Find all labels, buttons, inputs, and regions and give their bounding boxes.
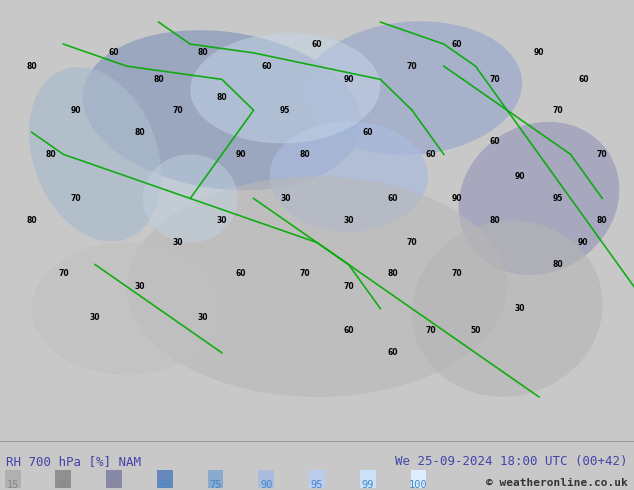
Text: 70: 70 — [451, 269, 462, 278]
Text: 70: 70 — [407, 62, 417, 71]
FancyBboxPatch shape — [208, 470, 224, 488]
Text: 60: 60 — [363, 128, 373, 137]
Text: 95: 95 — [553, 194, 563, 203]
Text: 80: 80 — [153, 75, 164, 84]
Text: 15: 15 — [6, 480, 19, 490]
Text: 90: 90 — [236, 150, 246, 159]
Text: 80: 80 — [46, 150, 56, 159]
Text: 60: 60 — [158, 480, 171, 490]
Text: 80: 80 — [217, 93, 227, 101]
Text: 30: 30 — [344, 216, 354, 225]
Text: 80: 80 — [597, 216, 607, 225]
Text: 90: 90 — [515, 172, 525, 181]
Ellipse shape — [190, 33, 380, 144]
FancyBboxPatch shape — [309, 470, 325, 488]
Text: 90: 90 — [578, 238, 588, 247]
Text: 30: 30 — [134, 282, 145, 291]
Text: 70: 70 — [71, 194, 81, 203]
Text: 70: 70 — [553, 106, 563, 115]
Text: 80: 80 — [134, 128, 145, 137]
Text: 70: 70 — [299, 269, 309, 278]
Text: 60: 60 — [312, 40, 322, 49]
Text: 60: 60 — [236, 269, 246, 278]
Text: 30: 30 — [172, 238, 183, 247]
Text: 80: 80 — [198, 49, 208, 57]
FancyBboxPatch shape — [5, 470, 20, 488]
Text: 60: 60 — [426, 150, 436, 159]
Text: 60: 60 — [578, 75, 588, 84]
Text: RH 700 hPa [%] NAM: RH 700 hPa [%] NAM — [6, 455, 141, 468]
Text: 80: 80 — [553, 260, 563, 269]
Text: 45: 45 — [108, 480, 120, 490]
Text: 60: 60 — [261, 62, 271, 71]
FancyBboxPatch shape — [411, 470, 427, 488]
Ellipse shape — [32, 243, 222, 375]
Text: 70: 70 — [597, 150, 607, 159]
Text: 70: 70 — [58, 269, 68, 278]
Text: 90: 90 — [451, 194, 462, 203]
Ellipse shape — [269, 122, 428, 232]
Text: 30: 30 — [515, 304, 525, 313]
Text: 70: 70 — [344, 282, 354, 291]
Text: 60: 60 — [388, 348, 398, 357]
Ellipse shape — [412, 220, 602, 397]
Text: 100: 100 — [409, 480, 428, 490]
Text: 50: 50 — [470, 326, 481, 335]
Text: 30: 30 — [217, 216, 227, 225]
Text: 95: 95 — [280, 106, 290, 115]
Text: 80: 80 — [27, 62, 37, 71]
Text: We 25-09-2024 18:00 UTC (00+42): We 25-09-2024 18:00 UTC (00+42) — [395, 455, 628, 468]
Ellipse shape — [29, 67, 161, 242]
Ellipse shape — [82, 30, 361, 190]
Ellipse shape — [127, 176, 507, 397]
Text: 60: 60 — [489, 137, 500, 146]
Text: © weatheronline.co.uk: © weatheronline.co.uk — [486, 478, 628, 488]
Text: 60: 60 — [388, 194, 398, 203]
Text: 80: 80 — [489, 216, 500, 225]
Text: 80: 80 — [27, 216, 37, 225]
FancyBboxPatch shape — [360, 470, 376, 488]
Text: 30: 30 — [280, 194, 290, 203]
Ellipse shape — [302, 21, 522, 155]
Text: 90: 90 — [71, 106, 81, 115]
FancyBboxPatch shape — [259, 470, 275, 488]
Text: 90: 90 — [534, 49, 544, 57]
Text: 90: 90 — [260, 480, 273, 490]
Ellipse shape — [458, 122, 619, 275]
Ellipse shape — [143, 154, 238, 243]
Text: 30: 30 — [198, 313, 208, 322]
Text: 95: 95 — [311, 480, 323, 490]
Text: 70: 70 — [172, 106, 183, 115]
Text: 70: 70 — [489, 75, 500, 84]
Text: 75: 75 — [209, 480, 222, 490]
FancyBboxPatch shape — [106, 470, 122, 488]
Text: 80: 80 — [388, 269, 398, 278]
FancyBboxPatch shape — [56, 470, 72, 488]
FancyBboxPatch shape — [157, 470, 172, 488]
Text: 60: 60 — [451, 40, 462, 49]
Text: 30: 30 — [57, 480, 70, 490]
Text: 80: 80 — [299, 150, 309, 159]
Text: 99: 99 — [361, 480, 374, 490]
Text: 70: 70 — [426, 326, 436, 335]
Text: 60: 60 — [109, 49, 119, 57]
Text: 90: 90 — [344, 75, 354, 84]
Text: 60: 60 — [344, 326, 354, 335]
Text: 30: 30 — [90, 313, 100, 322]
Text: 70: 70 — [407, 238, 417, 247]
